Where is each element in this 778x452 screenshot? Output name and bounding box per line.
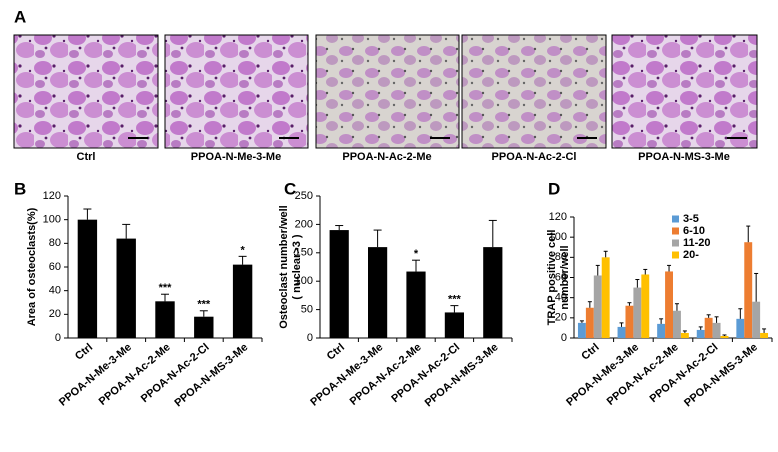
x-tick-label: PPOA-N-Ac-2-Cl — [139, 341, 212, 405]
caption: PPOA-N-Me-3-Me — [191, 151, 281, 163]
bar — [444, 312, 464, 338]
micrographs — [13, 34, 758, 149]
y-tick-label: 0 — [561, 332, 567, 344]
x-tick-label: PPOA-N-MS-3-Me — [682, 341, 760, 409]
bar — [116, 238, 136, 338]
caption: PPOA-N-MS-3-Me — [638, 151, 730, 163]
bar — [633, 287, 642, 338]
x-tick-label: PPOA-N-Ac-2-Cl — [648, 341, 721, 405]
y-axis-label: Osteoclast number/well — [278, 205, 290, 328]
micrograph — [611, 34, 758, 149]
bar — [77, 219, 98, 338]
panel-label: A — [14, 7, 26, 26]
bar — [760, 332, 769, 338]
bar — [641, 274, 650, 338]
legend-label: 11-20 — [683, 237, 711, 249]
bar — [657, 323, 666, 338]
x-tick-label: PPOA-N-Me-3-Me — [564, 341, 641, 408]
y-tick-label: 60 — [49, 261, 61, 273]
y-axis-label: number/well — [559, 245, 571, 309]
caption: PPOA-N-Ac-2-Cl — [492, 151, 577, 163]
micrograph — [461, 34, 607, 149]
bar — [483, 247, 503, 338]
significance: *** — [448, 294, 462, 306]
significance: * — [240, 244, 245, 256]
bar — [194, 316, 214, 338]
legend-label: 3-5 — [683, 213, 699, 225]
x-tick-label: Ctrl — [325, 341, 347, 362]
x-tick-label: PPOA-N-MS-3-Me — [423, 341, 501, 409]
legend-swatch — [672, 251, 679, 259]
y-tick-label: 200 — [295, 218, 313, 230]
bar — [368, 247, 388, 338]
y-tick-label: 0 — [307, 332, 313, 344]
y-tick-label: 50 — [301, 304, 313, 316]
y-axis-label: Area of osteoclasts(%) — [26, 207, 38, 326]
bar — [601, 257, 610, 338]
y-tick-label: 80 — [555, 251, 567, 263]
y-tick-label: 250 — [295, 190, 313, 202]
legend-swatch — [672, 227, 679, 235]
x-tick-label: PPOA-N-Ac-2-Cl — [389, 341, 462, 405]
bar — [744, 242, 753, 338]
y-tick-label: 150 — [295, 247, 313, 259]
bar — [752, 301, 761, 338]
bar — [673, 310, 681, 338]
bar — [736, 318, 745, 338]
bar — [665, 271, 673, 338]
y-tick-label: 40 — [555, 292, 567, 304]
bar — [720, 335, 729, 338]
x-tick-label: PPOA-N-Ac-2-Me — [348, 341, 424, 408]
bar — [329, 230, 349, 338]
panel-label: B — [14, 179, 26, 198]
legend-label: 20- — [683, 249, 699, 261]
bar — [585, 307, 594, 338]
x-tick-label: Ctrl — [579, 341, 601, 362]
panel-label: D — [548, 179, 560, 198]
panel-label: C — [284, 179, 296, 198]
bar — [577, 322, 586, 338]
bar — [704, 317, 713, 338]
x-tick-label: PPOA-N-MS-3-Me — [172, 341, 250, 409]
x-tick-label: PPOA-N-Ac-2-Me — [97, 341, 173, 408]
micrograph — [315, 34, 460, 149]
bar — [406, 271, 426, 338]
micrograph — [164, 34, 309, 149]
micrograph — [13, 34, 159, 149]
significance: *** — [197, 299, 211, 311]
caption: Ctrl — [77, 151, 96, 163]
y-tick-label: 60 — [555, 271, 567, 283]
bar — [617, 326, 626, 338]
y-tick-label: 100 — [549, 231, 567, 243]
y-tick-label: 0 — [55, 332, 61, 344]
y-tick-label: 20 — [49, 308, 61, 320]
y-axis-label: TRAP positive cell — [546, 230, 558, 326]
bar — [232, 264, 253, 338]
bar — [712, 322, 721, 338]
y-tick-label: 40 — [49, 285, 61, 297]
bar — [696, 329, 705, 338]
y-tick-label: 20 — [555, 312, 567, 324]
legend-swatch — [672, 215, 679, 223]
y-axis-label: ( nuclear>3 ) — [291, 234, 303, 299]
significance: * — [414, 248, 419, 260]
significance: *** — [159, 282, 173, 294]
y-tick-label: 80 — [49, 237, 61, 249]
legend-swatch — [672, 239, 679, 247]
bar — [593, 275, 602, 338]
x-tick-label: Ctrl — [73, 341, 95, 362]
x-tick-label: PPOA-N-Ac-2-Me — [605, 341, 681, 408]
caption: PPOA-N-Ac-2-Me — [342, 151, 431, 163]
bar — [155, 301, 175, 338]
bar — [680, 332, 689, 338]
bar — [625, 305, 634, 338]
y-tick-label: 120 — [43, 190, 61, 202]
y-tick-label: 100 — [43, 214, 61, 226]
legend-label: 6-10 — [683, 225, 705, 237]
y-tick-label: 120 — [549, 211, 567, 223]
y-tick-label: 100 — [295, 275, 313, 287]
